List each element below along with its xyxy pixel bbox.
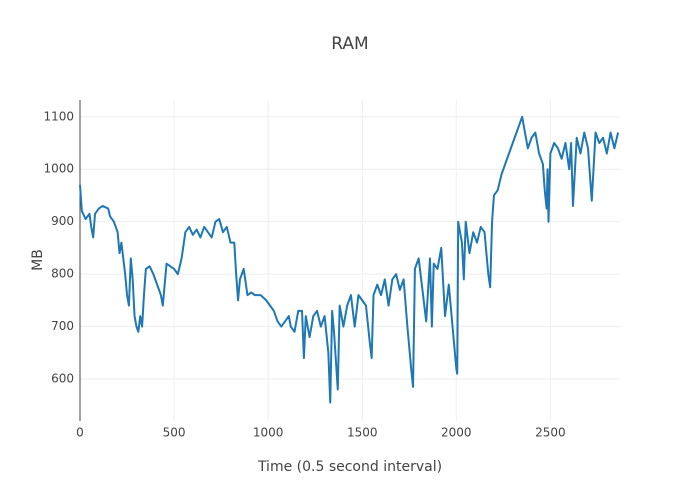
chart-title: RAM bbox=[331, 34, 368, 54]
y-tick-label: 1100 bbox=[43, 109, 74, 123]
x-tick-label: 500 bbox=[163, 426, 186, 440]
y-tick-label: 1000 bbox=[43, 162, 74, 176]
y-axis-title: MB bbox=[30, 249, 46, 271]
x-tick-label: 1500 bbox=[347, 426, 378, 440]
x-tick-label: 0 bbox=[76, 426, 84, 440]
x-tick-label: 2000 bbox=[441, 426, 472, 440]
x-tick-label: 2500 bbox=[535, 426, 566, 440]
y-tick-label: 900 bbox=[51, 214, 74, 228]
x-tick-label: 1000 bbox=[253, 426, 284, 440]
data-line bbox=[79, 115, 620, 404]
y-tick-label: 600 bbox=[51, 372, 74, 386]
y-tick-label: 700 bbox=[51, 319, 74, 333]
y-tick-label: 800 bbox=[51, 267, 74, 281]
x-axis-title: Time (0.5 second interval) bbox=[257, 459, 442, 475]
